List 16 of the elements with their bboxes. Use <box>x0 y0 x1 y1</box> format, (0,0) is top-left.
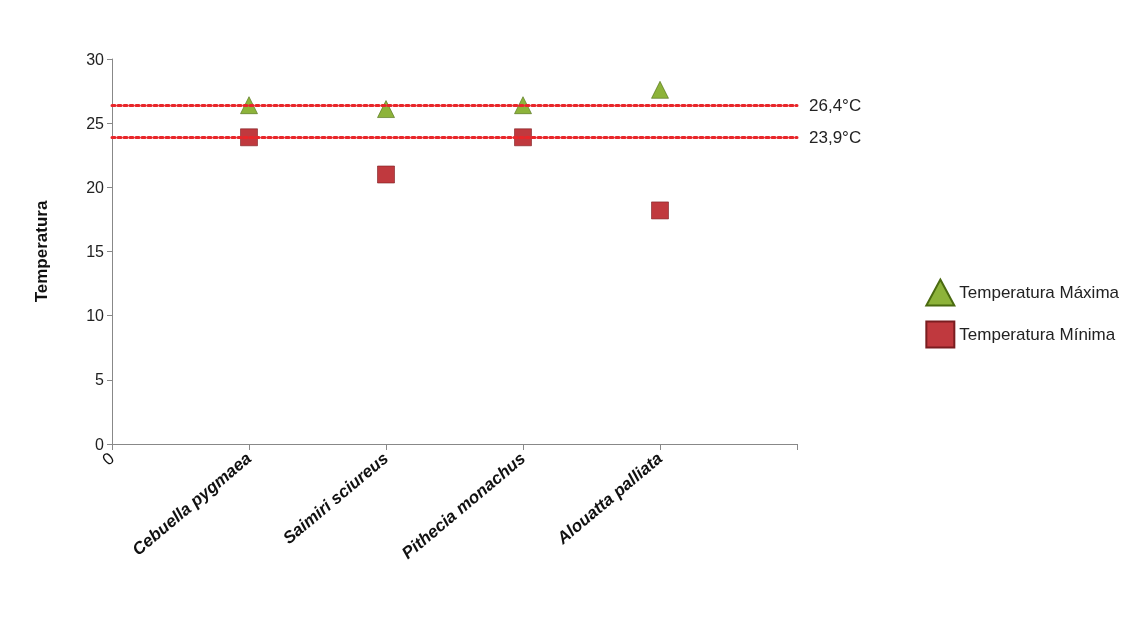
point <box>377 165 395 184</box>
y-tick-label: 15 <box>86 243 105 260</box>
y-tick-label: 0 <box>95 435 105 453</box>
y-axis-title: Temperatura <box>32 200 51 303</box>
point <box>651 201 669 220</box>
point <box>377 100 395 118</box>
legend-label: Temperatura Máxima <box>959 283 1120 302</box>
ref-line-label: 26,4°C <box>809 95 862 115</box>
y-tick-label: 5 <box>95 371 105 389</box>
y-tick-label: 25 <box>86 114 105 132</box>
y-tick-label: 20 <box>86 178 105 196</box>
legend-label: Temperatura Mínima <box>959 325 1116 344</box>
y-tick-label: 30 <box>86 50 105 68</box>
point <box>651 81 669 99</box>
y-tick-label: 10 <box>86 307 105 325</box>
ref-line-label: 23,9°C <box>809 127 862 147</box>
